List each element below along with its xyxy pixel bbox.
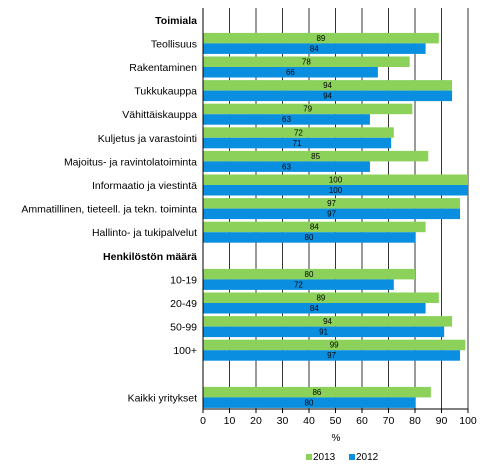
x-axis: 0 10 20 30 40 50 60 70 80 90 100 <box>200 8 477 427</box>
x-tick-label: 90 <box>436 415 448 427</box>
x-axis-title: % <box>332 433 341 444</box>
bar-2013 <box>203 268 415 280</box>
category-labels: Toimiala Teollisuus Rakentaminen Tukkukaupp… <box>21 15 197 405</box>
category-label: 100+ <box>173 345 197 357</box>
data-label: 97 <box>327 199 336 208</box>
bars-group: 8984786694947963727185631001009797848080… <box>203 32 468 408</box>
category-label: Vähittäiskauppa <box>122 109 197 121</box>
bar-2013 <box>203 32 439 44</box>
category-label: 50-99 <box>170 322 197 334</box>
x-tick-label: 60 <box>356 415 368 427</box>
category-label: Kaikki yritykset <box>128 392 198 404</box>
data-label: 72 <box>294 280 303 289</box>
data-label: 72 <box>294 128 303 137</box>
legend-label-2013: 2013 <box>313 452 336 463</box>
category-label: Tukkukauppa <box>134 86 197 98</box>
bar-2012 <box>203 350 461 361</box>
data-label: 78 <box>302 58 311 67</box>
x-tick-label: 10 <box>224 415 236 427</box>
data-label: 84 <box>310 304 319 313</box>
category-label: 20-49 <box>170 298 197 310</box>
data-label: 89 <box>316 34 325 43</box>
data-label: 94 <box>323 317 332 326</box>
bar-2013 <box>203 103 413 115</box>
bar-2012 <box>203 397 415 408</box>
data-label: 80 <box>305 398 314 407</box>
category-label: Majoitus- ja ravintolatoiminta <box>64 156 197 168</box>
bar-2013 <box>203 127 394 138</box>
data-label: 97 <box>327 210 336 219</box>
section-label: Toimiala <box>155 15 197 27</box>
bar-2012 <box>203 90 453 102</box>
bar-2012 <box>203 303 426 314</box>
bar-2013 <box>203 339 466 351</box>
x-tick-label: 40 <box>303 415 315 427</box>
data-label: 84 <box>310 44 319 53</box>
legend-swatch-2013 <box>306 454 312 460</box>
legend: 2013 2012 <box>306 452 379 463</box>
data-label: 94 <box>323 92 332 101</box>
data-label: 80 <box>305 270 314 279</box>
bar-2012 <box>203 279 394 290</box>
bar-2012 <box>203 137 392 149</box>
bar-2012 <box>203 185 468 196</box>
x-tick-label: 50 <box>330 415 342 427</box>
x-tick-label: 0 <box>200 415 206 427</box>
data-label: 91 <box>319 328 328 337</box>
x-tick-label: 100 <box>459 415 477 427</box>
bar-2013 <box>203 292 439 303</box>
data-label: 63 <box>282 115 291 124</box>
category-label: Ammatillinen, tieteell. ja tekn. toimint… <box>21 204 197 216</box>
data-label: 84 <box>310 223 319 232</box>
x-tick-label: 80 <box>409 415 421 427</box>
bar-2012 <box>203 161 370 172</box>
category-label: Hallinto- ja tukipalvelut <box>92 227 197 239</box>
data-label: 100 <box>329 186 343 195</box>
bar-2012 <box>203 114 370 125</box>
data-label: 63 <box>282 162 291 171</box>
bar-2013 <box>203 316 453 327</box>
data-label: 79 <box>303 105 312 114</box>
bar-2013 <box>203 150 429 162</box>
bar-2012 <box>203 232 415 243</box>
category-label: Kuljetus ja varastointi <box>98 133 197 145</box>
bar-2013 <box>203 198 461 209</box>
category-label: Rakentaminen <box>129 62 197 74</box>
bar-2013 <box>203 174 468 185</box>
category-label: Teollisuus <box>151 38 197 50</box>
data-label: 97 <box>327 351 336 360</box>
bar-2012 <box>203 43 426 54</box>
data-label: 86 <box>312 388 321 397</box>
bar-2013 <box>203 221 426 233</box>
data-label: 94 <box>323 81 332 90</box>
data-label: 99 <box>330 341 339 350</box>
x-tick-label: 70 <box>383 415 395 427</box>
data-label: 85 <box>311 152 320 161</box>
data-label: 89 <box>316 294 325 303</box>
x-tick-label: 20 <box>250 415 262 427</box>
bar-2013 <box>203 80 453 91</box>
bar-2013 <box>203 56 410 67</box>
section-label: Henkilöstön määrä <box>103 251 197 263</box>
data-label: 66 <box>286 68 295 77</box>
category-label: Informaatio ja viestintä <box>92 180 197 192</box>
legend-swatch-2012 <box>349 454 355 460</box>
bar-2013 <box>203 386 431 398</box>
data-label: 100 <box>329 176 343 185</box>
bar-2012 <box>203 67 378 78</box>
category-label: 10-19 <box>170 274 197 286</box>
bar-2012 <box>203 208 461 220</box>
data-label: 80 <box>305 233 314 242</box>
x-tick-label: 30 <box>277 415 289 427</box>
bar-2012 <box>203 326 445 338</box>
legend-label-2012: 2012 <box>356 452 379 463</box>
data-label: 71 <box>293 139 302 148</box>
